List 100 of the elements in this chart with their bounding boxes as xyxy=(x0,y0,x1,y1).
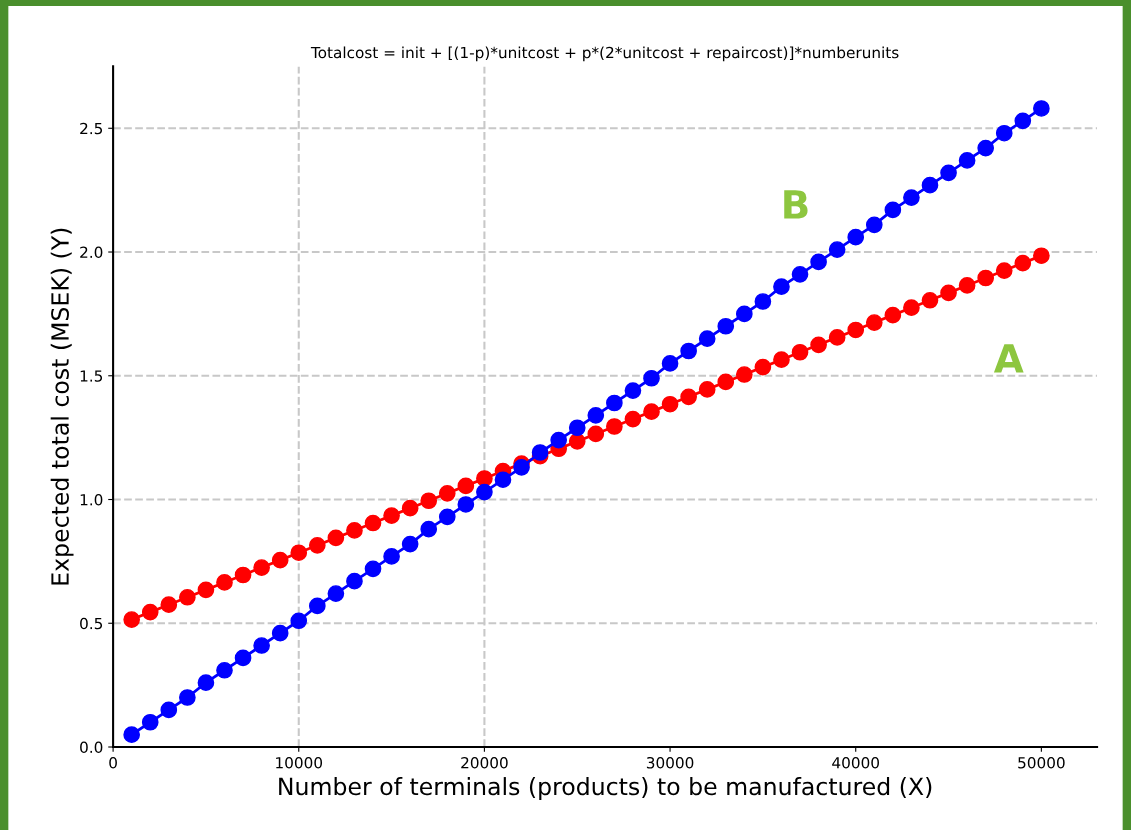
point xyxy=(141,603,159,621)
series-label: B xyxy=(784,190,808,219)
point xyxy=(810,336,827,354)
point xyxy=(457,496,475,513)
point xyxy=(123,726,140,743)
point xyxy=(606,394,623,412)
point xyxy=(383,507,400,524)
chart-title: Totalcost = init + [(1-p)*unitcost + p*(2*unitcost + repaircost)]*numberunits xyxy=(310,46,899,62)
point xyxy=(958,152,976,169)
point xyxy=(346,572,363,590)
y-tick-label: 1.0 xyxy=(80,493,103,506)
y-tick-label: 2.5 xyxy=(80,122,103,135)
point xyxy=(476,483,493,501)
point xyxy=(977,269,995,287)
point xyxy=(661,355,679,372)
point xyxy=(865,216,883,234)
point xyxy=(903,189,920,206)
point xyxy=(810,253,827,271)
point xyxy=(513,459,530,476)
point xyxy=(903,299,920,317)
point xyxy=(216,661,233,679)
point xyxy=(457,477,475,495)
y-tick-label: 0.5 xyxy=(80,617,103,630)
point xyxy=(680,342,697,360)
point xyxy=(995,124,1013,142)
point xyxy=(1033,100,1050,117)
point xyxy=(735,366,753,383)
point xyxy=(587,425,605,443)
x-tick-label: 50000 xyxy=(1018,756,1065,769)
point xyxy=(606,418,623,435)
point xyxy=(179,588,196,606)
point xyxy=(921,291,939,309)
point xyxy=(940,284,957,302)
point xyxy=(884,201,902,219)
point xyxy=(698,330,716,347)
point xyxy=(401,499,419,517)
point xyxy=(568,419,586,437)
point xyxy=(216,574,233,591)
point xyxy=(1033,247,1050,265)
point xyxy=(438,484,456,502)
point xyxy=(977,139,995,157)
point xyxy=(438,508,456,526)
point xyxy=(680,388,697,406)
point xyxy=(828,241,846,258)
point xyxy=(624,382,642,399)
y-tick-label: 0.0 xyxy=(80,741,103,754)
point xyxy=(568,433,586,450)
point xyxy=(754,293,772,310)
point xyxy=(698,381,716,398)
point xyxy=(476,470,493,487)
x-tick-label: 0 xyxy=(109,756,117,769)
point xyxy=(364,514,382,532)
point xyxy=(587,407,605,424)
point xyxy=(327,585,345,602)
point xyxy=(531,444,549,461)
point xyxy=(160,596,178,614)
x-tick-label: 40000 xyxy=(832,756,879,769)
point xyxy=(865,314,883,331)
point xyxy=(364,560,382,578)
point xyxy=(624,410,642,428)
point xyxy=(123,611,140,628)
point xyxy=(717,373,735,391)
point xyxy=(550,431,568,449)
point xyxy=(327,529,345,547)
point xyxy=(717,317,735,335)
point xyxy=(197,674,215,691)
point xyxy=(308,536,326,554)
y-axis-title: Expected total cost (MSEK) (Y) xyxy=(50,228,74,585)
point xyxy=(401,535,419,553)
point xyxy=(179,689,196,706)
point xyxy=(1014,112,1032,130)
x-tick-label: 30000 xyxy=(646,756,694,769)
point xyxy=(234,649,252,667)
x-axis-title: Number of terminals (products) to be manufactured (X) xyxy=(279,777,932,800)
point xyxy=(661,395,679,413)
point xyxy=(773,278,790,296)
point xyxy=(346,522,363,539)
point xyxy=(921,176,939,194)
point xyxy=(141,713,159,731)
x-tick-label: 20000 xyxy=(461,756,508,769)
point xyxy=(308,597,326,615)
point xyxy=(271,551,289,569)
point xyxy=(160,701,178,719)
y-tick-label: 2.0 xyxy=(80,246,103,259)
point xyxy=(494,471,512,489)
point xyxy=(995,262,1013,279)
point xyxy=(940,164,957,182)
point xyxy=(383,548,400,565)
point xyxy=(847,228,865,246)
point xyxy=(735,305,753,323)
point xyxy=(958,277,976,294)
point xyxy=(773,351,790,369)
point xyxy=(197,581,215,599)
point xyxy=(884,306,902,324)
point xyxy=(420,520,438,538)
point xyxy=(290,612,308,630)
point xyxy=(643,369,660,387)
point xyxy=(253,637,270,654)
point xyxy=(234,566,252,584)
point xyxy=(271,624,289,642)
